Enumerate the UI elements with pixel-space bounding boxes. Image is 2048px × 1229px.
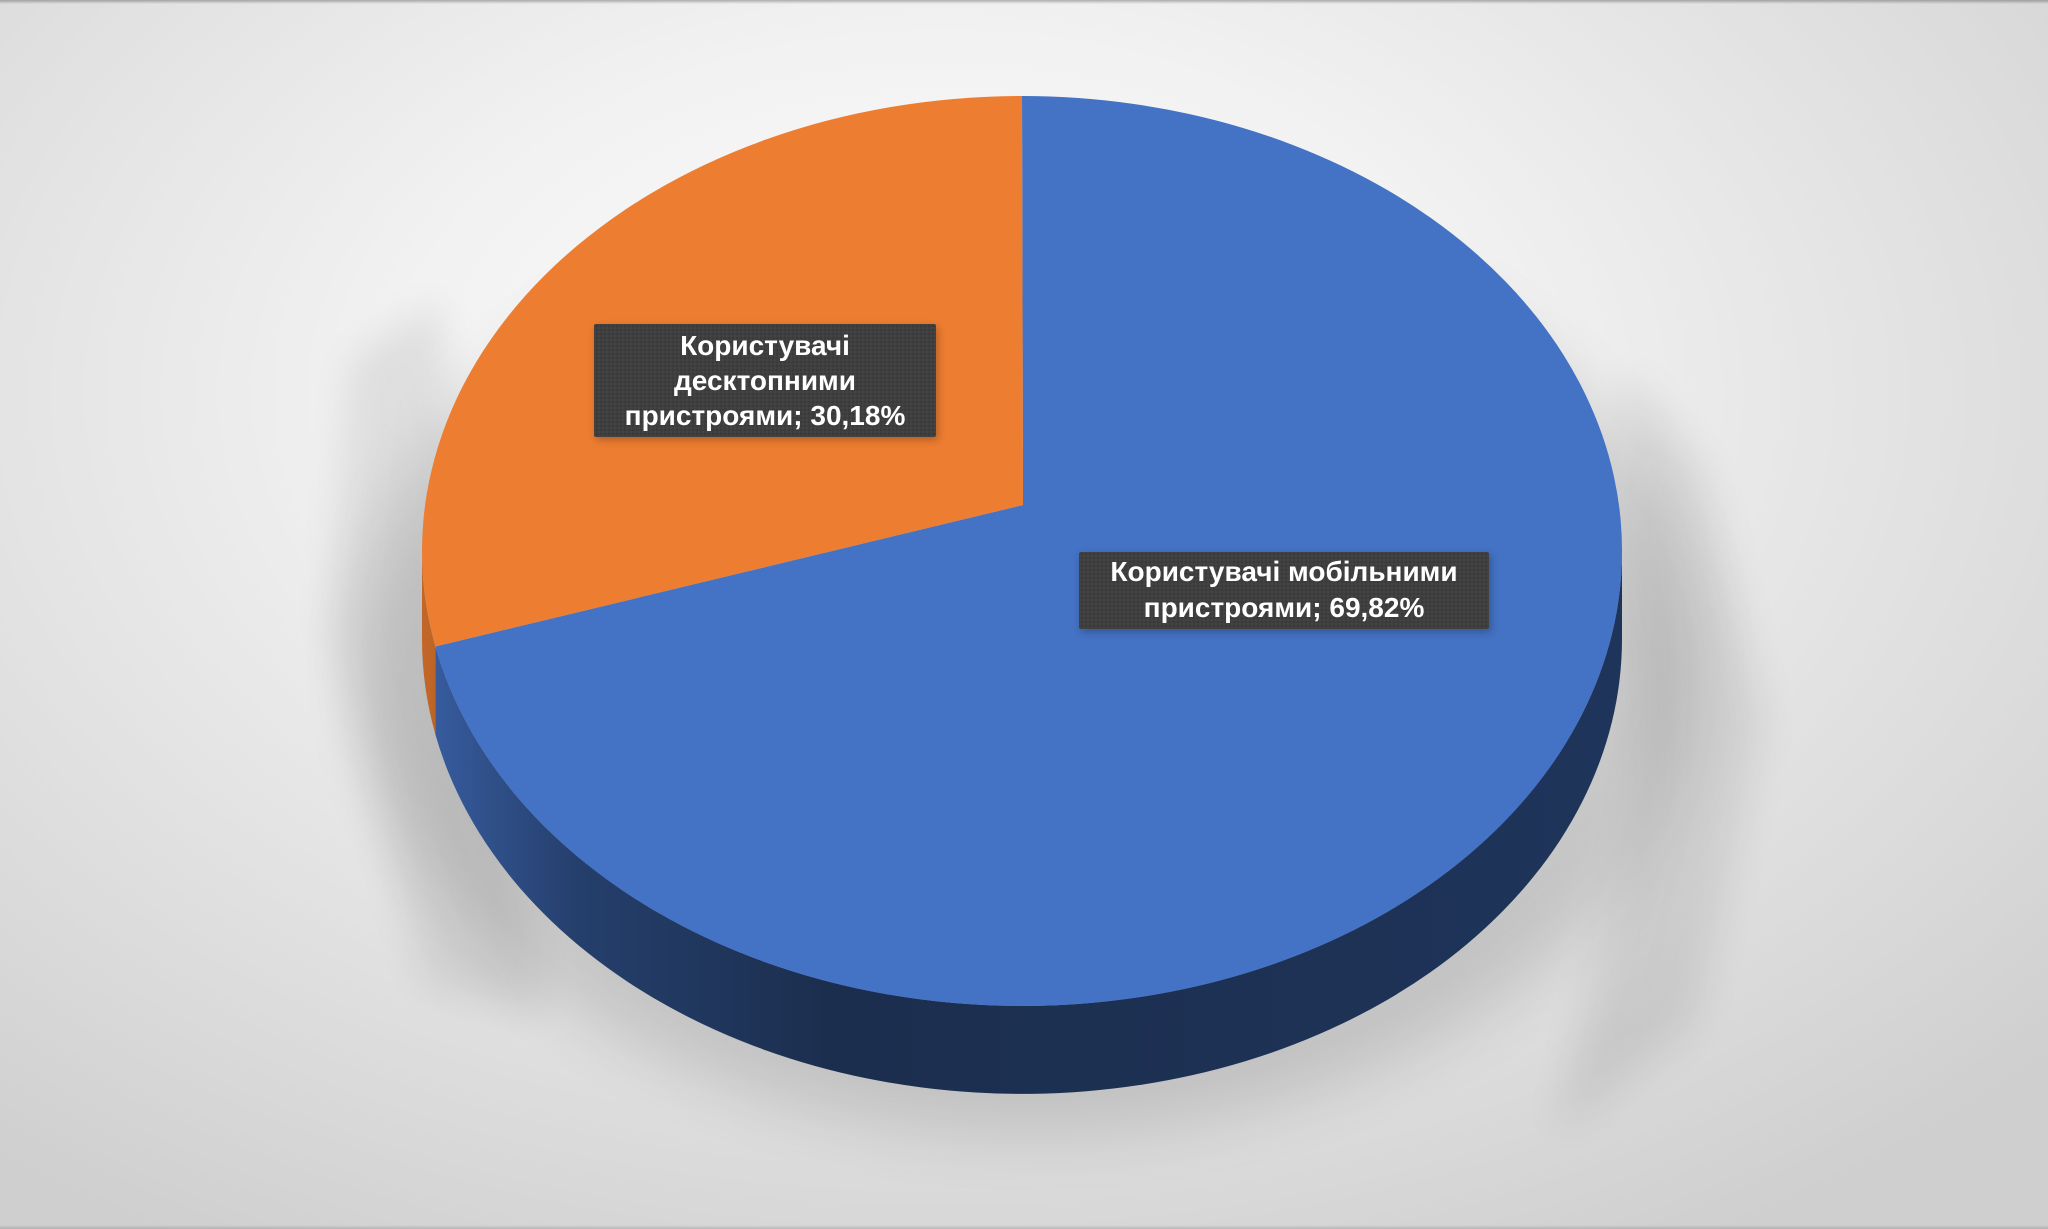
backdrop-bottom-edge xyxy=(0,1225,2048,1229)
data-label-line: Користувачі мобільними xyxy=(1110,556,1458,587)
pie-slice-0 xyxy=(435,96,1623,1007)
data-label-line: десктопними xyxy=(674,365,856,396)
data-label-line: пристроями; 69,82% xyxy=(1143,592,1425,623)
data-label-mobile-users: Користувачі мобільними пристроями; 69,82… xyxy=(1079,552,1489,629)
data-label-desktop-users: Користувачі десктопними пристроями; 30,1… xyxy=(594,324,936,437)
pie-slice-side-1 xyxy=(422,551,436,735)
backdrop-top-edge xyxy=(0,0,2048,4)
pie-slice-side-0 xyxy=(435,551,1622,1094)
data-label-line: пристроями; 30,18% xyxy=(624,400,906,431)
shadow-band-right xyxy=(1555,365,1765,1135)
data-label-line: Користувачі xyxy=(680,330,850,361)
